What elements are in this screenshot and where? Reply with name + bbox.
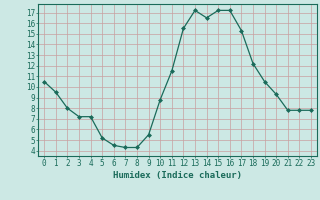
- X-axis label: Humidex (Indice chaleur): Humidex (Indice chaleur): [113, 171, 242, 180]
